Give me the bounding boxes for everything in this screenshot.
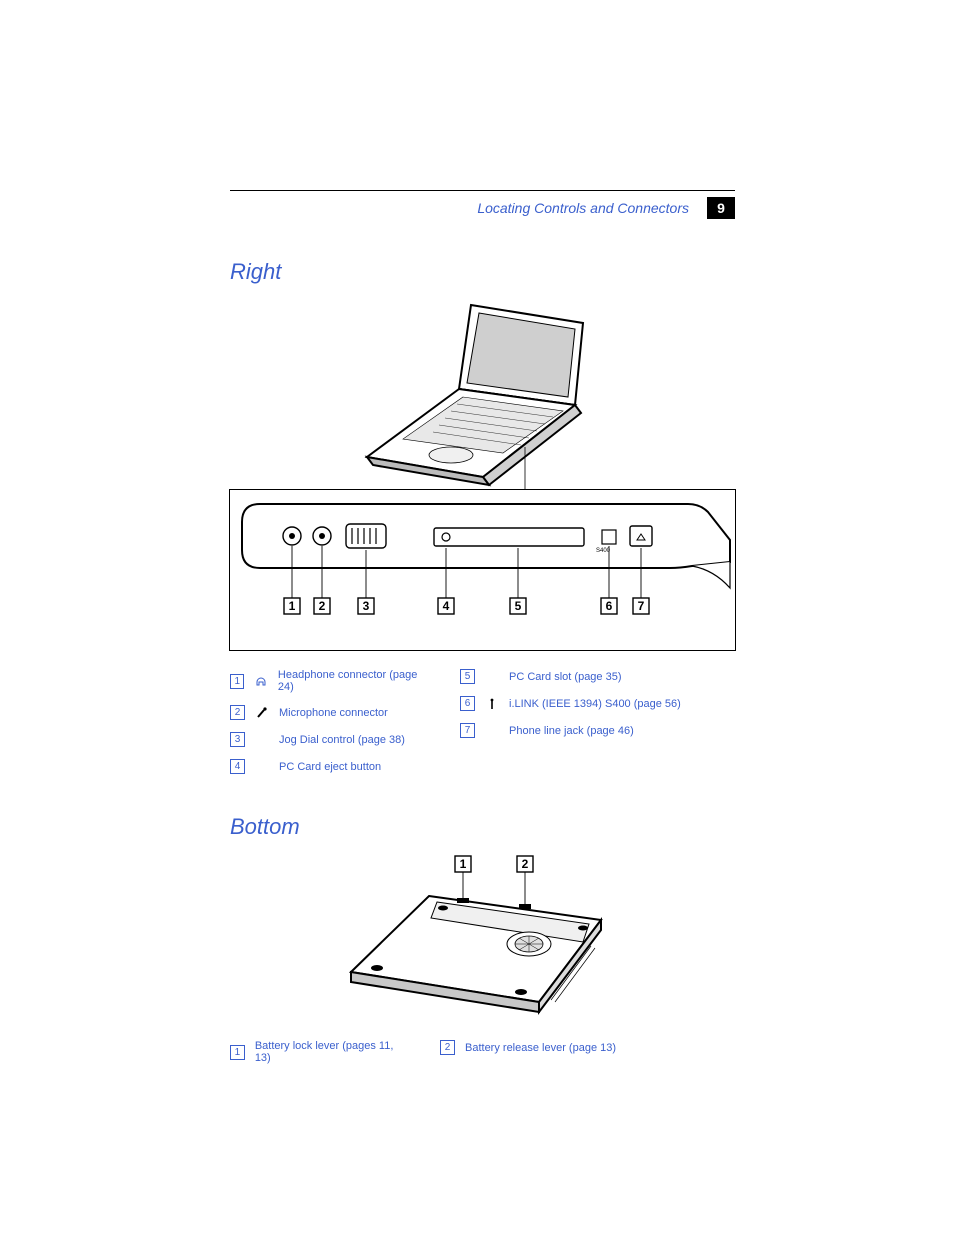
legend-number: 5 <box>460 669 475 684</box>
legend-number: 7 <box>460 723 475 738</box>
legend-number: 4 <box>230 759 245 774</box>
header-title: Locating Controls and Connectors <box>477 200 689 216</box>
legend-text: Battery release lever (page 13) <box>465 1042 616 1054</box>
legend-item: 7 Phone line jack (page 46) <box>460 723 681 738</box>
legend-item: 2 Microphone connector <box>230 705 430 720</box>
legend-number: 2 <box>230 705 245 720</box>
legend-item: 2 Battery release lever (page 13) <box>440 1040 616 1055</box>
section-right-title: Right <box>230 259 874 285</box>
legend-item: 4 PC Card eject button <box>230 759 430 774</box>
page-header: Locating Controls and Connectors 9 <box>230 197 735 219</box>
ilink-icon <box>485 698 499 710</box>
svg-text:S400: S400 <box>596 548 611 554</box>
bottom-figure: 1 2 <box>230 852 735 1022</box>
section-right: Right <box>230 259 874 774</box>
legend-item: 3 Jog Dial control (page 38) <box>230 732 430 747</box>
legend-item: 1 Headphone connector (page 24) <box>230 669 430 693</box>
legend-text: Jog Dial control (page 38) <box>279 734 405 746</box>
callout-7: 7 <box>638 599 645 613</box>
legend-item: 1 Battery lock lever (pages 11, 13) <box>230 1040 410 1064</box>
legend-number: 6 <box>460 696 475 711</box>
legend-item: 6 i.LINK (IEEE 1394) S400 (page 56) <box>460 696 681 711</box>
legend-text: PC Card eject button <box>279 761 381 773</box>
legend-text: PC Card slot (page 35) <box>509 671 622 683</box>
mic-icon <box>255 707 269 719</box>
right-legend: 1 Headphone connector (page 24) 2 Microp… <box>230 669 735 774</box>
legend-item: 5 PC Card slot (page 35) <box>460 669 681 684</box>
right-side-panel-illustration: S400 1 2 <box>229 489 736 651</box>
callout-4: 4 <box>443 599 450 613</box>
bottom-legend: 1 Battery lock lever (pages 11, 13) 2 Ba… <box>230 1040 735 1064</box>
callout-2: 2 <box>319 599 326 613</box>
section-bottom: Bottom 1 2 <box>230 814 874 1064</box>
callout-5: 5 <box>515 599 522 613</box>
legend-text: Headphone connector (page 24) <box>278 669 430 693</box>
callout-3: 3 <box>363 599 370 613</box>
callout-b2: 2 <box>521 857 528 871</box>
callout-b1: 1 <box>459 857 466 871</box>
section-bottom-title: Bottom <box>230 814 874 840</box>
headphone-icon <box>254 675 267 687</box>
page-number: 9 <box>707 197 735 219</box>
laptop-illustration <box>353 297 613 497</box>
callout-6: 6 <box>606 599 613 613</box>
legend-text: i.LINK (IEEE 1394) S400 (page 56) <box>509 698 681 710</box>
laptop-bottom-illustration: 1 2 <box>333 852 633 1022</box>
legend-text: Microphone connector <box>279 707 388 719</box>
right-figure: S400 1 2 <box>230 297 735 651</box>
legend-number: 1 <box>230 1045 245 1060</box>
legend-number: 2 <box>440 1040 455 1055</box>
legend-number: 1 <box>230 674 244 689</box>
legend-text: Battery lock lever (pages 11, 13) <box>255 1040 410 1064</box>
callout-1: 1 <box>289 599 296 613</box>
legend-text: Phone line jack (page 46) <box>509 725 634 737</box>
header-rule <box>230 190 735 191</box>
legend-number: 3 <box>230 732 245 747</box>
